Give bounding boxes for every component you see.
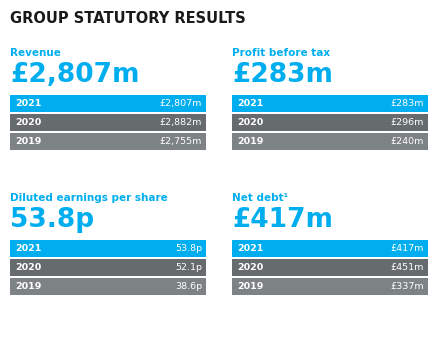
Text: 2021: 2021 [237,244,263,253]
Bar [10,114,206,131]
Bar [232,278,428,295]
Text: 2021: 2021 [237,99,263,108]
Text: 2019: 2019 [15,137,41,146]
Text: GROUP STATUTORY RESULTS: GROUP STATUTORY RESULTS [10,11,246,26]
Bar [232,114,428,131]
Bar [10,278,206,295]
Text: £240m: £240m [391,137,424,146]
Text: 2019: 2019 [237,137,263,146]
Text: 2020: 2020 [237,118,263,127]
Bar [10,95,206,112]
Text: 53.8p: 53.8p [10,207,94,233]
Text: 2020: 2020 [15,263,41,272]
Text: 53.8p: 53.8p [175,244,202,253]
Text: £283m: £283m [232,62,333,88]
Text: 2019: 2019 [15,282,41,291]
Text: 2019: 2019 [237,282,263,291]
Text: Diluted earnings per share: Diluted earnings per share [10,193,168,203]
Text: £337m: £337m [390,282,424,291]
Bar [232,259,428,276]
Text: £296m: £296m [391,118,424,127]
Text: £2,807m: £2,807m [159,99,202,108]
Text: 52.1p: 52.1p [175,263,202,272]
Text: 2020: 2020 [15,118,41,127]
Text: £417m: £417m [391,244,424,253]
Text: £451m: £451m [391,263,424,272]
Text: 2020: 2020 [237,263,263,272]
Text: 38.6p: 38.6p [175,282,202,291]
Text: £2,882m: £2,882m [159,118,202,127]
Bar [10,133,206,150]
Text: Profit before tax: Profit before tax [232,48,330,58]
Text: £283m: £283m [391,99,424,108]
Bar [232,240,428,257]
Text: 2021: 2021 [15,244,41,253]
Text: £2,755m: £2,755m [159,137,202,146]
Bar [232,95,428,112]
Text: 2021: 2021 [15,99,41,108]
Bar [10,259,206,276]
Text: £2,807m: £2,807m [10,62,139,88]
Text: Revenue: Revenue [10,48,61,58]
Text: £417m: £417m [232,207,333,233]
Bar [232,133,428,150]
Text: Net debt¹: Net debt¹ [232,193,288,203]
Bar [10,240,206,257]
